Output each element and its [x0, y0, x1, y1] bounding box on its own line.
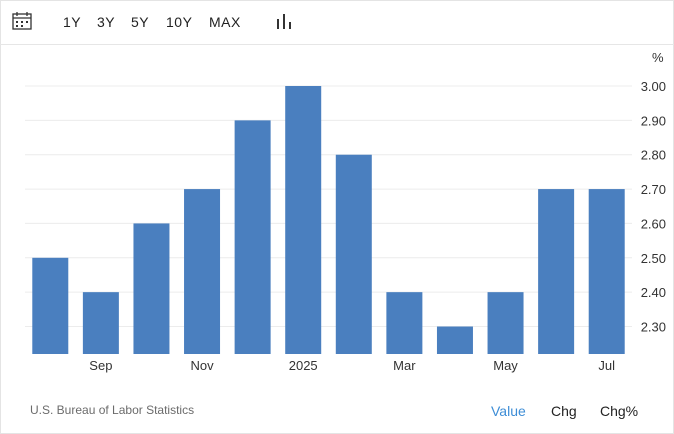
y-tick-label: 2.40 [641, 285, 666, 300]
range-1y-button[interactable]: 1Y [63, 14, 82, 30]
chart-grid [25, 85, 632, 328]
chart-bars [32, 86, 625, 354]
range-10y-button[interactable]: 10Y [166, 14, 193, 30]
y-axis-unit: % [652, 50, 664, 65]
mode-chg-pct-tab[interactable]: Chg% [600, 403, 639, 419]
range-max-button[interactable]: MAX [209, 14, 241, 30]
x-tick-label: Sep [89, 358, 112, 373]
bar-oct[interactable] [133, 223, 170, 354]
y-tick-label: 3.00 [641, 79, 666, 94]
x-tick-label: May [493, 358, 518, 373]
y-tick-label: 2.30 [641, 320, 666, 335]
x-axis-ticks: Sep Nov 2025 Mar May Jul [89, 358, 615, 373]
calendar-icon[interactable] [12, 12, 32, 30]
bar-feb[interactable] [335, 154, 372, 354]
bar-sep[interactable] [82, 292, 119, 354]
bar-chart: Sep Nov 2025 Mar May Jul 2.30 2.40 2.50 2.60 2.70… [25, 50, 666, 373]
x-tick-label: 2025 [289, 358, 318, 373]
range-3y-button[interactable]: 3Y [97, 14, 116, 30]
bar-jun[interactable] [538, 189, 575, 354]
bar-jul[interactable] [588, 189, 625, 354]
y-tick-label: 2.70 [641, 182, 666, 197]
bar-dec[interactable] [234, 120, 271, 354]
mode-chg-tab[interactable]: Chg [551, 403, 577, 419]
bar-2025[interactable] [285, 86, 322, 354]
y-axis-ticks: 2.30 2.40 2.50 2.60 2.70 2.80 2.90 3.00 [641, 79, 666, 335]
y-tick-label: 2.90 [641, 113, 666, 128]
bar-mar[interactable] [386, 292, 423, 354]
y-tick-label: 2.50 [641, 251, 666, 266]
bar-aug[interactable] [32, 257, 69, 354]
bar-may[interactable] [487, 292, 524, 354]
data-source: U.S. Bureau of Labor Statistics [30, 403, 195, 417]
x-tick-label: Nov [190, 358, 214, 373]
chart-toolbar: 1Y 3Y 5Y 10Y MAX [0, 0, 674, 45]
bar-nov[interactable] [184, 189, 221, 354]
bar-chart-icon[interactable] [276, 13, 292, 29]
y-tick-label: 2.80 [641, 148, 666, 163]
range-5y-button[interactable]: 5Y [131, 14, 150, 30]
x-tick-label: Jul [598, 358, 615, 373]
mode-value-tab[interactable]: Value [491, 403, 526, 419]
x-tick-label: Mar [393, 358, 416, 373]
y-tick-label: 2.60 [641, 216, 666, 231]
bar-apr[interactable] [436, 326, 473, 354]
